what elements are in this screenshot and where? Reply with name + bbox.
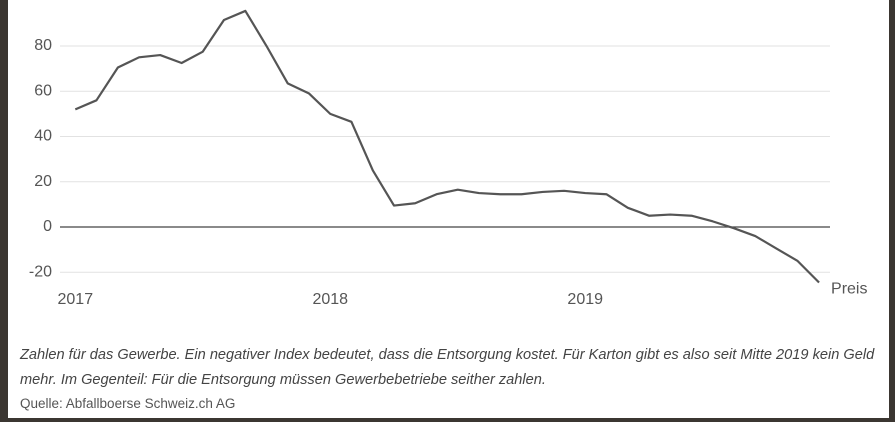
line	[75, 11, 819, 283]
page: -20 0 20 40 60 80 2017 2018 2019 Preis Zahlen für…	[0, 0, 895, 422]
y-tick-label: 80	[34, 37, 52, 54]
y-tick-label: 20	[34, 173, 52, 190]
series-label: Preis	[831, 281, 867, 298]
x-tick-label: 2018	[312, 291, 348, 308]
x-tick-label: 2017	[58, 291, 94, 308]
x-tick-label: 2019	[567, 291, 603, 308]
y-tick-label: 60	[34, 82, 52, 99]
y-tick-label: 40	[34, 128, 52, 145]
y-tick-label: 0	[43, 218, 52, 235]
caption: Zahlen für das Gewerbe. Ein negativer In…	[20, 343, 880, 393]
y-tick-label: -20	[29, 264, 52, 281]
chart: -20 0 20 40 60 80 2017 2018 2019 Preis	[0, 0, 895, 340]
source: Quelle: Abfallboerse Schweiz.ch AG	[20, 396, 235, 411]
